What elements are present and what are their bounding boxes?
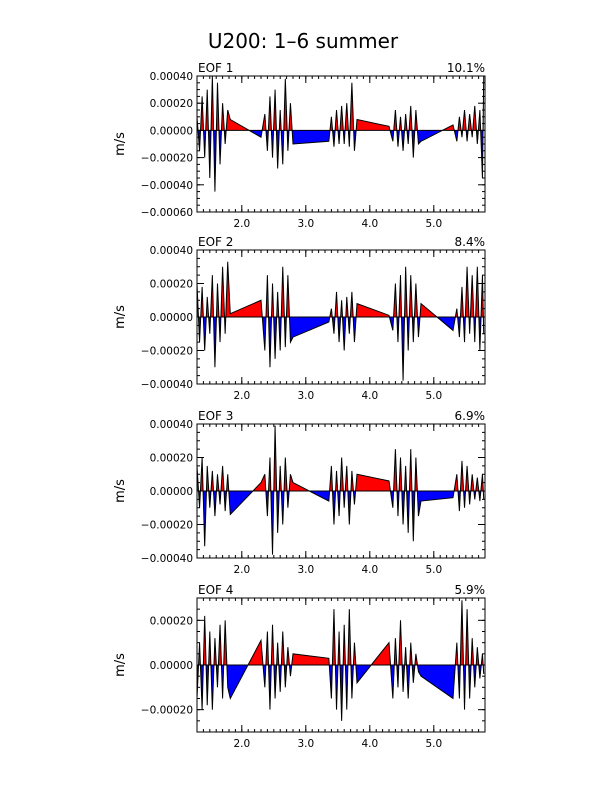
x-tick-label: 4.0 — [361, 218, 378, 230]
figure-title: U200: 1–6 summer — [208, 29, 399, 53]
panel-label: EOF 3 — [198, 409, 233, 423]
x-tick-label: 3.0 — [297, 390, 314, 402]
y-tick-label: 0.00000 — [150, 486, 193, 498]
positive-area — [197, 600, 484, 665]
x-tick-label: 4.0 — [361, 390, 378, 402]
series-area — [197, 425, 485, 555]
x-tick-label: 3.0 — [297, 218, 314, 230]
x-tick-label: 5.0 — [425, 564, 442, 576]
panel-label: EOF 1 — [198, 61, 233, 75]
y-tick-label: −0.00040 — [141, 180, 193, 192]
x-tick-label: 5.0 — [425, 738, 442, 750]
variance-label: 5.9% — [455, 583, 486, 597]
y-tick-label: 0.00020 — [150, 98, 193, 110]
y-tick-label: 0.00040 — [150, 419, 193, 431]
series-line — [197, 261, 485, 381]
y-tick-label: 0.00020 — [150, 615, 193, 627]
plot-frame — [196, 75, 486, 213]
y-tick-label: 0.00000 — [150, 660, 193, 672]
y-axis-label: m/s — [113, 305, 128, 329]
y-tick-label: −0.00020 — [141, 705, 193, 717]
series-line — [197, 76, 485, 192]
y-tick-label: 0.00000 — [150, 125, 193, 137]
x-tick-label: 3.0 — [297, 564, 314, 576]
x-tick-label: 4.0 — [361, 738, 378, 750]
y-tick-label: −0.00060 — [141, 207, 193, 219]
y-tick-label: 0.00040 — [150, 245, 193, 257]
panel-label: EOF 4 — [198, 583, 233, 597]
series-area — [197, 76, 485, 192]
y-tick-label: 0.00020 — [150, 453, 193, 465]
y-tick-label: −0.00040 — [141, 553, 193, 565]
eof-panel-4: 0.00020 0.00000 −0.00020 2.0 3.0 4.0 5.0 EOF 4 5… — [113, 583, 486, 750]
eof-panels: 0.00040 0.00020 0.00000 −0.00020 −0.00040 −0.… — [113, 61, 486, 750]
y-tick-label: −0.00020 — [141, 520, 193, 532]
y-axis-label: m/s — [113, 132, 128, 156]
negative-area — [197, 130, 484, 192]
eof-panel-1: 0.00040 0.00020 0.00000 −0.00020 −0.00040 −0.… — [113, 61, 486, 230]
x-tick-label: 5.0 — [425, 218, 442, 230]
eof-panel-2: 0.00040 0.00020 0.00000 −0.00020 −0.00040 2.0… — [113, 235, 486, 402]
series-area — [197, 261, 485, 381]
positive-area — [197, 76, 484, 131]
y-tick-label: 0.00000 — [150, 312, 193, 324]
variance-label: 6.9% — [455, 409, 486, 423]
x-tick-label: 2.0 — [233, 564, 250, 576]
y-tick-label: −0.00020 — [141, 346, 193, 358]
y-tick-label: 0.00020 — [150, 279, 193, 291]
y-tick-label: 0.00040 — [150, 71, 193, 83]
panel-label: EOF 2 — [198, 235, 233, 249]
series-line — [197, 425, 485, 555]
x-tick-label: 5.0 — [425, 390, 442, 402]
eof-panel-3: 0.00040 0.00020 0.00000 −0.00020 −0.00040 2.0… — [113, 409, 486, 576]
x-tick-label: 2.0 — [233, 390, 250, 402]
variance-label: 8.4% — [455, 235, 486, 249]
y-tick-label: −0.00040 — [141, 379, 193, 391]
y-tick-label: −0.00020 — [141, 153, 193, 165]
x-tick-label: 2.0 — [233, 218, 250, 230]
y-axis-label: m/s — [113, 653, 128, 677]
x-tick-label: 3.0 — [297, 738, 314, 750]
x-tick-label: 2.0 — [233, 738, 250, 750]
y-axis-label: m/s — [113, 479, 128, 503]
series-area — [197, 600, 485, 721]
variance-label: 10.1% — [447, 61, 485, 75]
x-tick-label: 4.0 — [361, 564, 378, 576]
series-line — [197, 600, 485, 721]
